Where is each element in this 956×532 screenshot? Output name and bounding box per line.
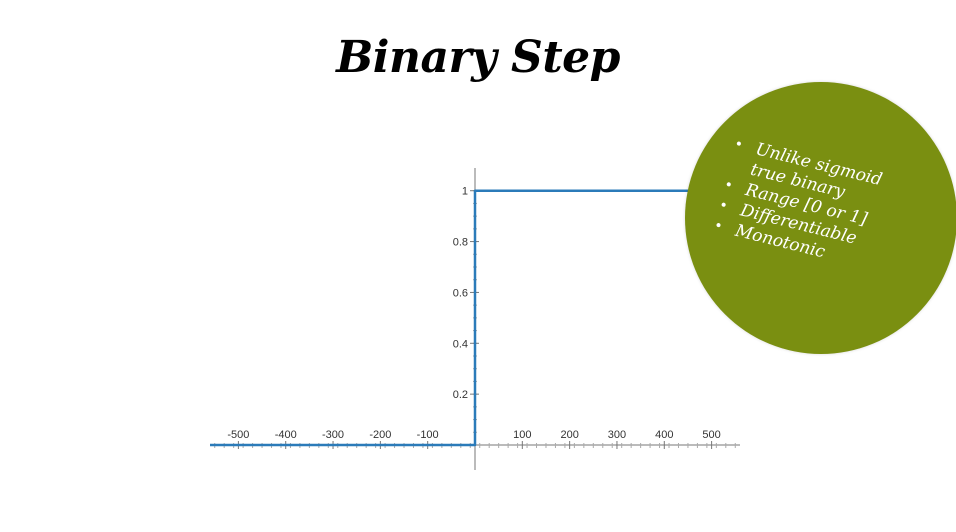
y-tick-label: 1 [462, 186, 468, 198]
x-tick-label: 100 [513, 429, 531, 441]
x-tick-label: 200 [560, 429, 578, 441]
y-tick-label: 0.6 [453, 287, 468, 299]
x-tick-label: 500 [702, 429, 720, 441]
x-tick-label: -200 [369, 429, 391, 441]
x-tick-label: 400 [655, 429, 673, 441]
x-tick-label: -300 [322, 429, 344, 441]
step-line [210, 189, 740, 447]
binary-step-chart: -500 -400 -300 -200 -100 100 200 300 400 500 0.2 0.… [210, 168, 740, 470]
x-tick-label: 300 [608, 429, 626, 441]
x-tick-label: -500 [227, 429, 249, 441]
x-tick-label: -100 [417, 429, 439, 441]
info-bubble: Unlike sigmoid true binary Range [0 or 1… [685, 82, 956, 354]
bullet-list: Unlike sigmoid true binary Range [0 or 1… [712, 134, 924, 282]
y-tick-label: 0.4 [453, 338, 468, 350]
x-tick-label: -400 [275, 429, 297, 441]
y-tick-label: 0.2 [453, 389, 468, 401]
slide-title: Binary Step [336, 32, 620, 83]
y-tick-label: 0.8 [453, 237, 468, 249]
